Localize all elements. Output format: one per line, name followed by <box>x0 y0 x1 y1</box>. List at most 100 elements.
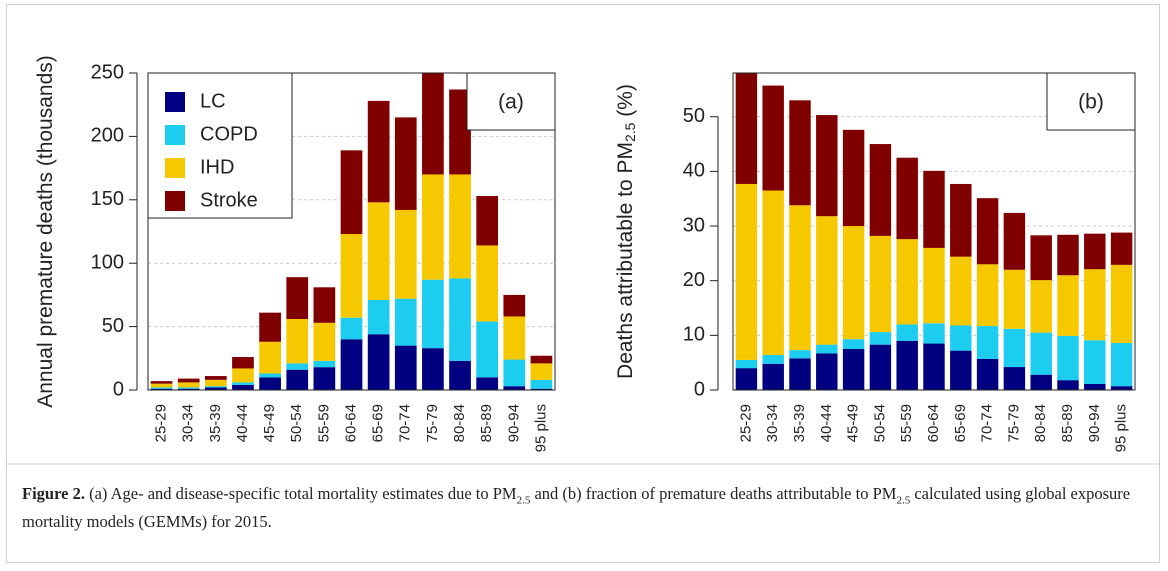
bar-segment <box>842 226 865 340</box>
bar-segment <box>923 323 945 344</box>
x-tick-label: 35-39 <box>791 404 808 442</box>
bar-segment <box>177 387 200 389</box>
bar-segment <box>1057 335 1079 381</box>
x-tick-label: 55-59 <box>898 404 915 442</box>
bar-segment <box>503 386 526 390</box>
bar-segment <box>232 384 254 390</box>
panel-label-box <box>466 72 556 131</box>
caption-subscript: 2.5 <box>516 494 531 507</box>
bar-segment <box>367 334 390 390</box>
y-tick-label: 200 <box>91 125 124 147</box>
bar-segment <box>340 339 363 390</box>
bar-segment <box>340 150 363 235</box>
bar-segment <box>150 388 173 390</box>
y-axis-label-subscript: 2.5 <box>622 122 638 142</box>
y-axis-label: Deaths attributable to PM2.5 (%) <box>614 84 638 379</box>
bar-segment <box>923 343 945 390</box>
x-tick-label: 25-29 <box>737 404 754 442</box>
bar-segment <box>1030 374 1052 390</box>
bar-segment <box>762 363 784 390</box>
bars <box>150 73 553 390</box>
x-tick-label: 35-39 <box>207 404 224 442</box>
legend-label: IHD <box>200 156 234 178</box>
x-tick-label: 65-69 <box>370 404 387 442</box>
bar-segment <box>449 278 471 361</box>
bar-segment <box>449 360 471 390</box>
panel-label: (b) <box>1078 91 1104 114</box>
bar-segment <box>232 368 254 383</box>
bar-segment <box>313 287 336 323</box>
y-tick-label: 40 <box>683 160 705 182</box>
x-tick-label: 70-74 <box>979 404 996 442</box>
legend-label: LC <box>200 90 226 112</box>
legend-swatch <box>165 125 185 145</box>
bar-segment <box>869 144 892 236</box>
bar-segment <box>923 247 945 324</box>
legend-label: Stroke <box>200 189 258 211</box>
x-tick-label: 30-34 <box>180 404 197 442</box>
panel-label: (a) <box>498 91 524 114</box>
bar-segment <box>476 321 499 378</box>
x-tick-label: 85-89 <box>1059 404 1076 442</box>
y-tick-label: 0 <box>694 378 705 400</box>
x-tick-label: 80-84 <box>1032 404 1049 442</box>
bar-segment <box>1084 269 1106 341</box>
bar-segment <box>340 317 363 340</box>
caption-text: (a) Age- and disease-specific total mort… <box>84 484 517 503</box>
bar-segment <box>869 235 892 333</box>
bar-segment <box>232 357 254 369</box>
bar-segment <box>789 100 811 206</box>
bar-segment <box>340 234 363 318</box>
x-tick-label: 80-84 <box>451 404 468 442</box>
caption-text: and (b) fraction of premature deaths att… <box>530 484 897 503</box>
bar-segment <box>177 382 200 388</box>
bar-segment <box>816 216 838 345</box>
plot-border <box>732 72 1136 391</box>
x-tick-label: 75-79 <box>424 404 441 442</box>
legend-swatch <box>165 158 185 178</box>
bar-segment <box>762 190 784 356</box>
bar-segment <box>232 382 254 385</box>
bar-segment <box>1110 342 1133 387</box>
x-tick-label: 50-54 <box>871 404 888 442</box>
bar-segment <box>950 256 972 326</box>
bar-segment <box>422 174 444 280</box>
x-tick-label: 60-64 <box>925 404 942 442</box>
bar-segment <box>422 348 444 390</box>
bar-segment <box>394 117 417 210</box>
bar-segment <box>762 355 784 364</box>
bar-segment <box>869 332 892 345</box>
caption-text: calculated using global exposure mortali… <box>22 484 1131 532</box>
bar-segment <box>177 378 200 383</box>
bar-segment <box>1110 264 1133 343</box>
y-tick-label: 250 <box>91 61 124 83</box>
bar-segment <box>286 277 309 319</box>
y-axis-label-part: Annual premature deaths (thousands) <box>34 55 57 408</box>
bar-segment <box>259 312 281 342</box>
x-tick-label: 90-94 <box>1086 404 1103 442</box>
x-tick-label: 45-49 <box>261 404 278 442</box>
bar-segment <box>449 174 471 279</box>
x-tick-label: 45-49 <box>845 404 862 442</box>
legend-label: COPD <box>200 123 258 145</box>
y-tick-label: 20 <box>683 269 705 291</box>
caption-label: Figure 2. <box>22 484 85 503</box>
bar-segment <box>259 377 281 390</box>
bar-segment <box>816 353 838 390</box>
bar-segment <box>367 202 390 300</box>
bar-segment <box>313 322 336 361</box>
bar-segment <box>476 245 499 322</box>
bar-segment <box>313 360 336 368</box>
bar-segment <box>530 388 553 390</box>
bar-segment <box>1084 340 1106 384</box>
bar-segment <box>1084 383 1106 390</box>
x-tick-label: 30-34 <box>764 404 781 442</box>
x-tick-label: 95 plus <box>532 404 549 452</box>
bar-segment <box>842 129 865 227</box>
y-axis-label-part: (%) <box>614 84 637 123</box>
bar-segment <box>503 359 526 387</box>
y-tick-label: 0 <box>113 378 124 400</box>
bar-segment <box>476 195 499 246</box>
bar-segment <box>530 379 553 389</box>
